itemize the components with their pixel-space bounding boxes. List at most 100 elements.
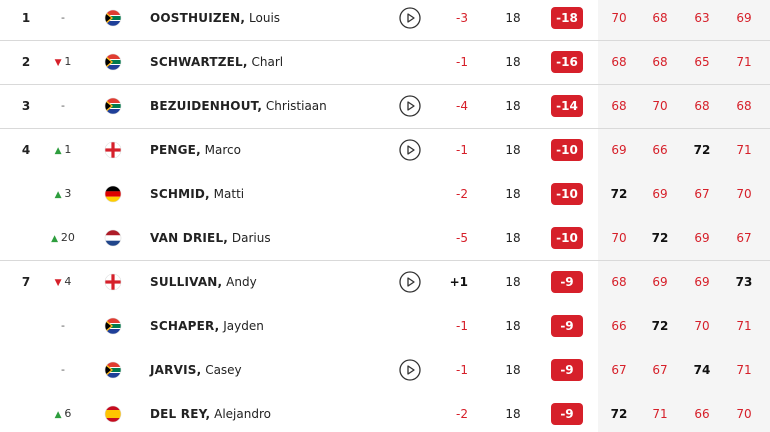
movement-value: - xyxy=(61,99,65,112)
today-score: -3 xyxy=(456,11,468,25)
round-score: 65 xyxy=(694,55,710,69)
movement-arrow: ▲ xyxy=(54,146,65,156)
thru: 18 xyxy=(505,55,521,69)
player-name: DEL REY, Alejandro xyxy=(150,392,271,432)
movement-arrow: ▲ xyxy=(51,234,61,244)
movement-value: 4 xyxy=(64,275,72,288)
movement: - xyxy=(44,0,82,40)
player-name: SCHAPER, Jayden xyxy=(150,304,264,348)
round-score: 69 xyxy=(611,143,627,157)
round-score: 67 xyxy=(694,187,710,201)
round-score: 70 xyxy=(736,187,752,201)
surname: VAN DRIEL, xyxy=(150,231,229,245)
round-score: 69 xyxy=(736,11,752,25)
round-score: 69 xyxy=(694,231,710,245)
today-score: +1 xyxy=(449,275,468,289)
round-score: 67 xyxy=(611,363,627,377)
total-score: -16 xyxy=(551,51,583,73)
round-score: 70 xyxy=(652,99,668,113)
total-score: -9 xyxy=(551,271,583,293)
round-score: 68 xyxy=(652,55,668,69)
total-score: -10 xyxy=(551,227,583,249)
flag xyxy=(104,185,122,203)
movement-value: 1 xyxy=(64,55,72,68)
given-name: Jayden xyxy=(223,319,264,333)
total-score: -18 xyxy=(551,7,583,29)
thru: 18 xyxy=(505,99,521,113)
round-score: 67 xyxy=(736,231,752,245)
movement-value: 20 xyxy=(60,231,75,244)
movement-arrow: ▼ xyxy=(54,278,65,288)
player-name: PENGE, Marco xyxy=(150,128,241,172)
today-score: -2 xyxy=(456,187,468,201)
thru: 18 xyxy=(505,187,521,201)
round-score: 68 xyxy=(694,99,710,113)
leaderboard-row: - JARVIS, Casey -1 18 -9 67 67 74 71 xyxy=(0,348,770,392)
given-name: Charl xyxy=(251,55,284,69)
video-button[interactable] xyxy=(398,94,422,118)
round-score: 71 xyxy=(736,143,752,157)
round-score: 67 xyxy=(652,363,668,377)
position: 2 xyxy=(21,55,31,69)
row-separator xyxy=(0,40,770,41)
video-button[interactable] xyxy=(398,358,422,382)
round-score: 69 xyxy=(652,187,668,201)
given-name: Marco xyxy=(204,143,241,157)
movement-arrow: ▲ xyxy=(54,410,65,420)
round-score: 66 xyxy=(694,407,710,421)
thru: 18 xyxy=(505,11,521,25)
surname: SCHAPER, xyxy=(150,319,220,333)
round-score: 68 xyxy=(736,99,752,113)
movement-value: 3 xyxy=(64,187,72,200)
video-button[interactable] xyxy=(398,6,422,30)
video-button[interactable] xyxy=(398,270,422,294)
round-score: 63 xyxy=(694,11,710,25)
movement-value: - xyxy=(61,11,65,24)
flag xyxy=(104,405,122,423)
today-score: -5 xyxy=(456,231,468,245)
position: 7 xyxy=(21,275,31,289)
round-score: 70 xyxy=(736,407,752,421)
surname: SULLIVAN, xyxy=(150,275,223,289)
round-score: 68 xyxy=(611,99,627,113)
given-name: Darius xyxy=(231,231,271,245)
given-name: Alejandro xyxy=(214,407,271,421)
surname: BEZUIDENHOUT, xyxy=(150,99,263,113)
leaderboard-row: ▲ 3 SCHMID, Matti -2 18 -10 72 69 67 70 xyxy=(0,172,770,216)
player-name: SCHWARTZEL, Charl xyxy=(150,40,283,84)
total-score: -9 xyxy=(551,403,583,425)
round-score: 72 xyxy=(610,407,628,421)
today-score: -2 xyxy=(456,407,468,421)
movement-arrow: ▼ xyxy=(54,58,65,68)
movement: ▲ 6 xyxy=(44,392,82,432)
flag xyxy=(104,53,122,71)
movement: - xyxy=(44,348,82,392)
video-button[interactable] xyxy=(398,138,422,162)
movement: ▲ 3 xyxy=(44,172,82,216)
round-score: 70 xyxy=(611,231,627,245)
row-separator xyxy=(0,128,770,129)
round-score: 70 xyxy=(694,319,710,333)
row-separator xyxy=(0,84,770,85)
movement: ▼ 1 xyxy=(44,40,82,84)
total-score: -9 xyxy=(551,315,583,337)
round-score: 68 xyxy=(652,11,668,25)
round-score: 70 xyxy=(611,11,627,25)
total-score: -10 xyxy=(551,183,583,205)
round-score: 72 xyxy=(651,231,669,245)
movement-value: - xyxy=(61,363,65,376)
round-score: 69 xyxy=(694,275,710,289)
round-score: 71 xyxy=(736,55,752,69)
surname: JARVIS, xyxy=(150,363,202,377)
player-name: JARVIS, Casey xyxy=(150,348,242,392)
flag xyxy=(104,317,122,335)
rounds-panel xyxy=(598,0,770,432)
movement: - xyxy=(44,304,82,348)
given-name: Christiaan xyxy=(265,99,327,113)
round-score: 73 xyxy=(735,275,753,289)
today-score: -1 xyxy=(456,363,468,377)
leaderboard-row: 4 ▲ 1 PENGE, Marco -1 18 -10 69 66 72 71 xyxy=(0,128,770,172)
player-name: SULLIVAN, Andy xyxy=(150,260,257,304)
thru: 18 xyxy=(505,319,521,333)
